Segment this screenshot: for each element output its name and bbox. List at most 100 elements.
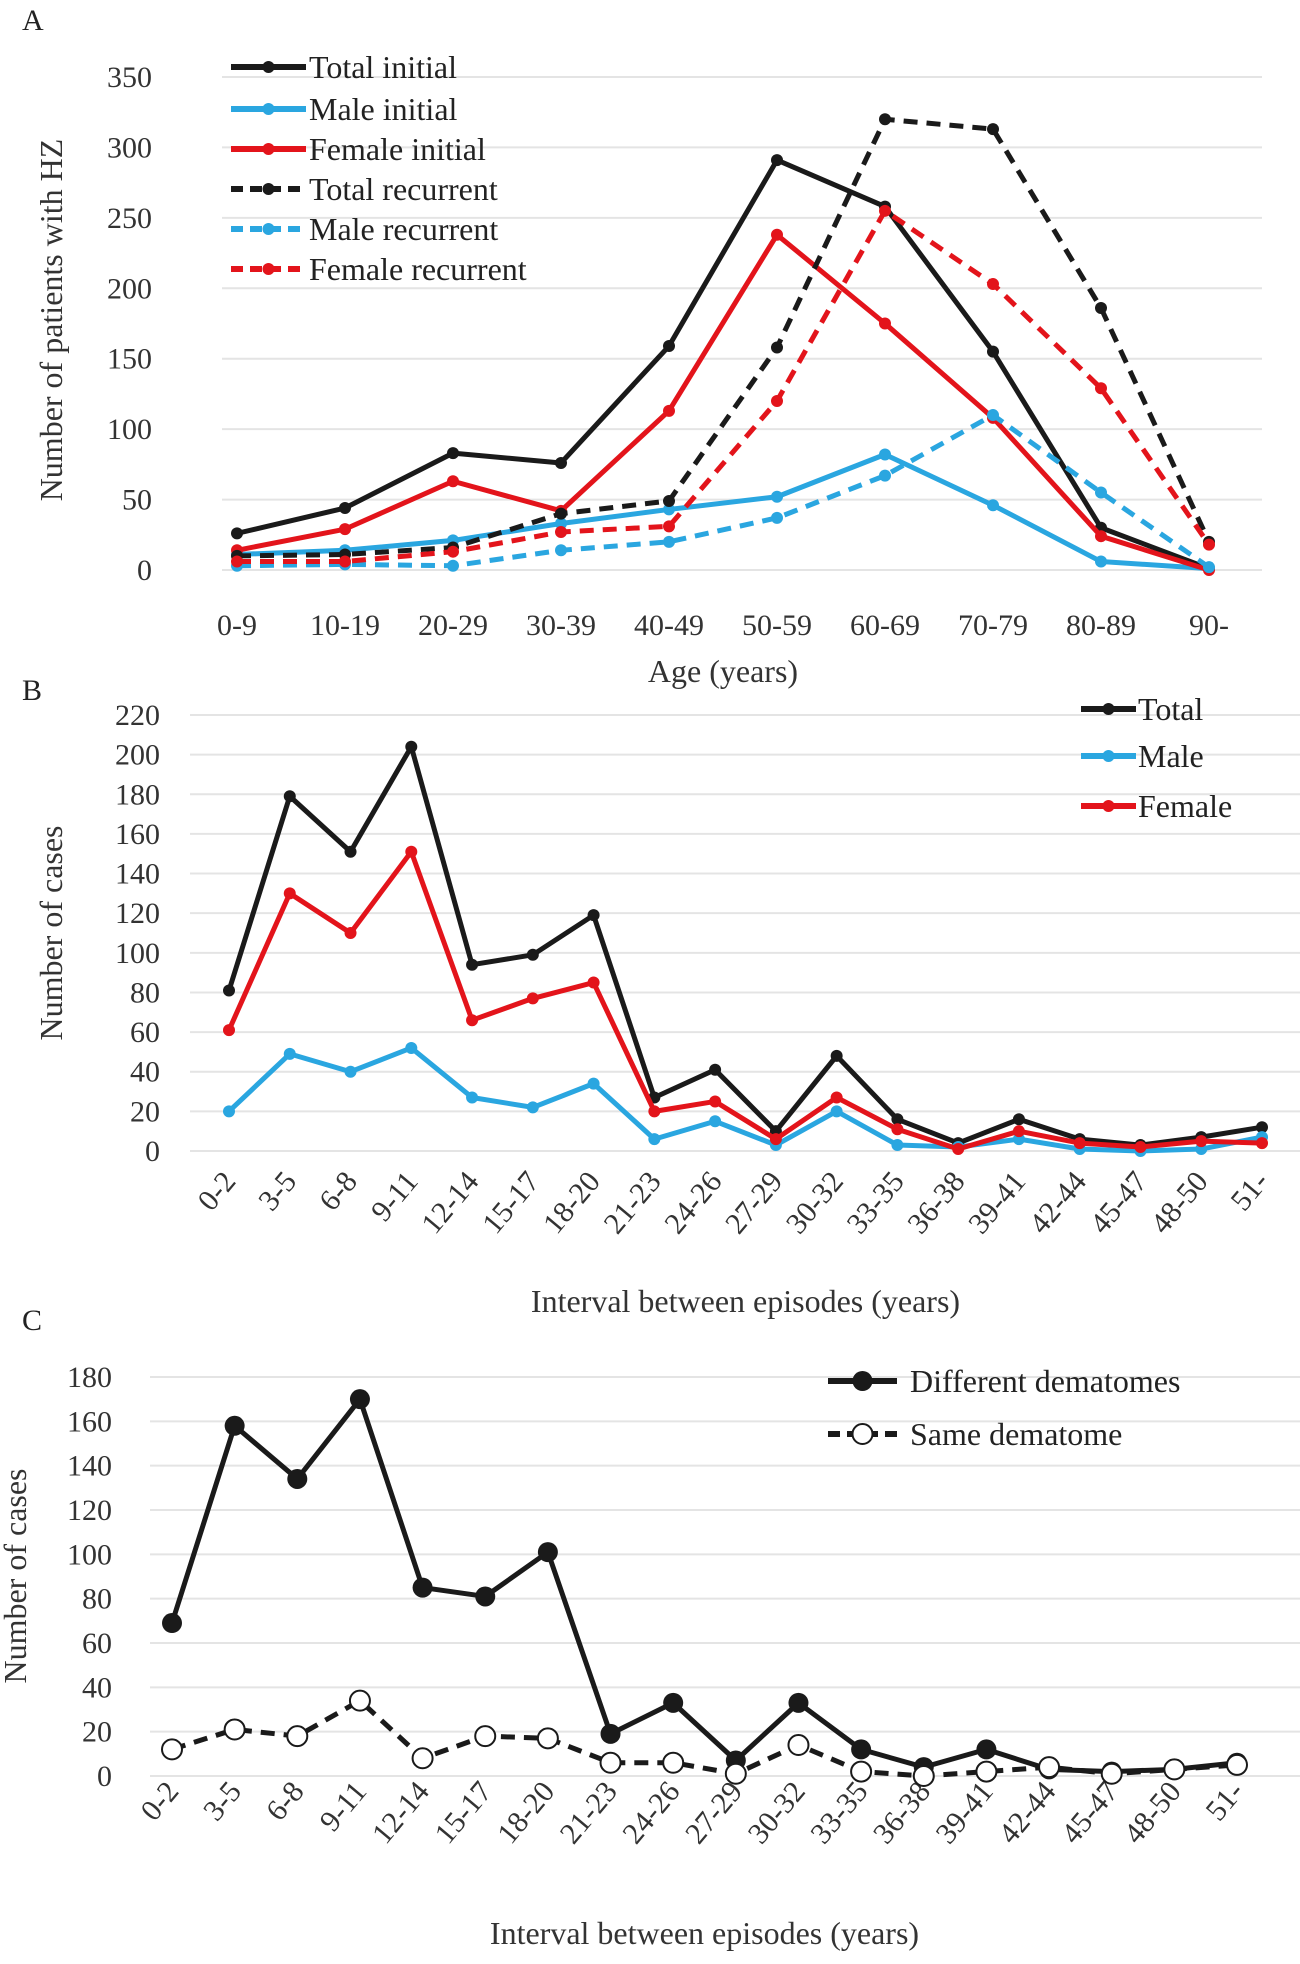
series-female-recurrent [231,204,1215,568]
data-point [348,1689,371,1712]
data-point [223,984,235,997]
x-tick-label: 45-47 [1084,1165,1154,1240]
legend-marker [851,1423,874,1445]
data-point [344,927,357,939]
y-tick-label: 180 [115,778,160,811]
legend-item: Male [1081,738,1204,774]
y-axis-title: Number of cases [33,825,69,1040]
data-point [771,511,783,524]
x-tick-label: 12-14 [415,1165,485,1240]
data-point [663,535,675,548]
panel-label: A [22,4,44,37]
data-point [788,1692,809,1713]
data-point [663,520,675,533]
series-female-initial [231,228,1215,576]
x-tick-label: 70-79 [958,609,1028,642]
legend-label: Male [1138,738,1204,774]
legend-item: Total recurrent [231,171,498,207]
y-tick-label: 250 [107,202,152,235]
legend-marker [262,143,275,155]
data-point [851,1739,872,1760]
data-point [286,1725,309,1748]
data-point [912,1765,935,1787]
y-tick-label: 50 [122,484,152,517]
legend-marker [262,223,275,235]
y-tick-label: 300 [107,131,152,164]
legend-marker [1102,750,1115,762]
data-point [987,409,999,422]
x-tick-label: 9-11 [313,1775,373,1837]
series-female [223,845,1268,1156]
y-tick-label: 140 [67,1450,112,1483]
legend-label: Female initial [309,131,486,167]
x-tick-label: 60-69 [850,609,920,642]
data-point [283,887,296,900]
legend-marker [1102,703,1115,715]
x-tick-label: 51- [1199,1775,1250,1827]
data-point [850,1760,873,1783]
data-point [339,555,351,568]
data-point [1038,1756,1061,1779]
y-tick-label: 20 [130,1095,160,1128]
x-tick-label: 27-29 [679,1775,749,1850]
data-point [349,1389,370,1410]
legend-item: Female recurrent [231,251,527,287]
legend-marker [262,103,275,115]
legend-label: Same dematome [910,1416,1122,1452]
data-point [339,502,351,515]
legend-item: Female [1081,788,1232,824]
data-point [879,448,891,461]
data-point [223,1718,246,1741]
data-point [771,490,783,503]
x-tick-label: 21-23 [554,1775,624,1850]
data-point [600,1723,621,1744]
y-tick-label: 100 [107,413,152,446]
series-male [223,1041,1268,1157]
x-tick-label: 42-44 [992,1775,1062,1850]
x-axis-title: Interval between episodes (years) [490,1915,919,1951]
data-point [709,1095,722,1108]
x-tick-label: 30-32 [742,1775,812,1850]
data-point [475,1586,496,1607]
data-point [466,1091,479,1104]
y-tick-label: 160 [115,818,160,851]
x-tick-label: 3-5 [197,1775,248,1827]
data-point [231,527,243,540]
x-tick-label: 24-26 [616,1775,686,1850]
x-tick-label: 18-20 [537,1165,607,1240]
x-tick-label: 39-41 [929,1775,999,1850]
data-point [537,1542,558,1563]
y-tick-label: 60 [82,1627,112,1660]
data-point [663,503,675,516]
x-axis-title: Interval between episodes (years) [531,1283,960,1319]
data-point [771,341,783,354]
data-point [663,404,675,417]
legend-item: Same dematome [828,1416,1122,1452]
data-point [344,845,357,858]
data-point [879,204,891,217]
data-point [555,507,567,520]
data-point [709,1115,722,1128]
y-tick-label: 220 [115,699,160,732]
data-point [662,1751,685,1774]
y-tick-label: 80 [82,1583,112,1616]
x-tick-label: 80-89 [1066,609,1136,642]
panel-label: B [22,674,42,707]
data-point [1195,1135,1208,1148]
y-axis-title: Number of patients with HZ [33,139,69,502]
legend-label: Male recurrent [309,211,498,247]
x-tick-label: 6-8 [313,1165,364,1217]
y-tick-label: 180 [67,1361,112,1394]
data-point [526,948,539,961]
data-point [466,958,479,971]
x-tick-label: 39-41 [962,1165,1032,1240]
legend-item: Male initial [231,91,458,127]
data-point [447,475,459,488]
y-axis-title: Number of cases [0,1468,33,1683]
x-tick-label: 21-23 [597,1165,667,1240]
data-point [987,123,999,136]
y-tick-label: 200 [107,272,152,305]
data-point [223,1024,235,1037]
series-line [236,232,1210,573]
y-tick-label: 140 [115,858,160,891]
